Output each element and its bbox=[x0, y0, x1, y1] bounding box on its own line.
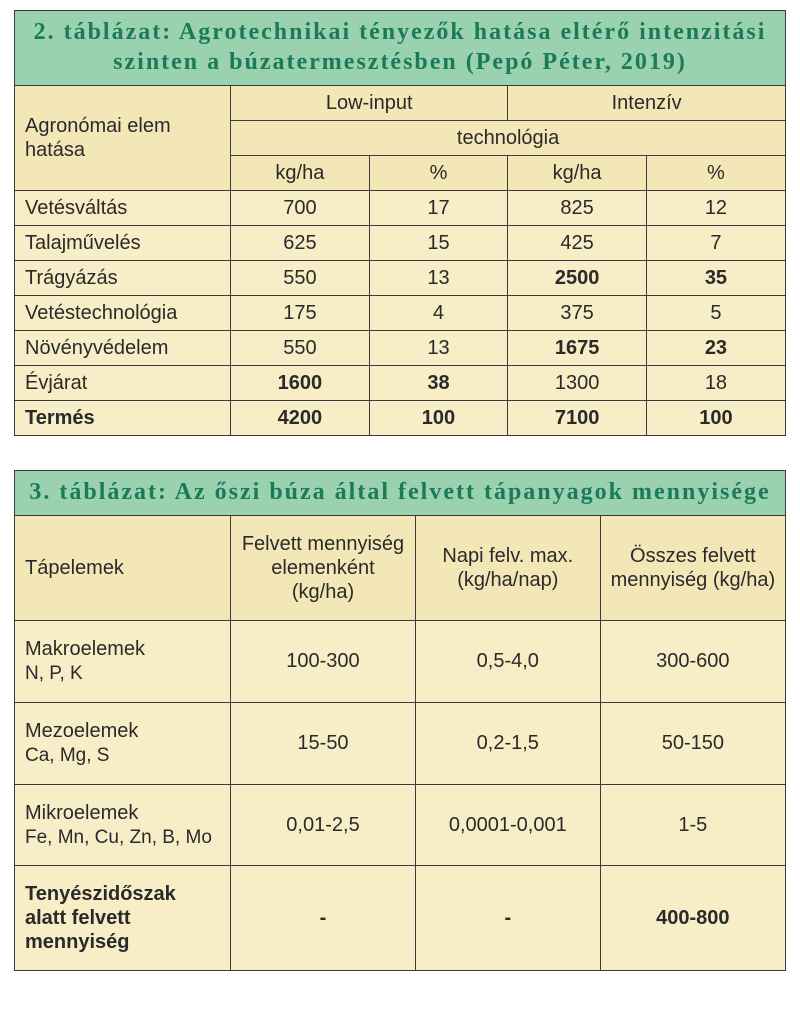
t3-r2-label: Mikroelemek Fe, Mn, Cu, Zn, B, Mo bbox=[15, 784, 231, 866]
t2-header-kgha-1: kg/ha bbox=[231, 156, 370, 191]
t3-r2-c3: 1-5 bbox=[600, 784, 785, 866]
t3-r0-c1: 100-300 bbox=[231, 621, 416, 703]
table-3-grid: Tápelemek Felvett mennyiség elemenként (… bbox=[15, 516, 785, 970]
t2-r0-li-pct: 17 bbox=[369, 191, 508, 226]
table-total-row: Tenyészidőszak alatt felvett mennyiség -… bbox=[15, 866, 785, 971]
t2-r2-label: Trágyázás bbox=[15, 261, 231, 296]
t3-total-label: Tenyészidőszak alatt felvett mennyiség bbox=[15, 866, 231, 971]
table-row: Mezoelemek Ca, Mg, S 15-50 0,2-1,5 50-15… bbox=[15, 702, 785, 784]
t2-r5-label: Évjárat bbox=[15, 366, 231, 401]
t2-r1-in-kg: 425 bbox=[508, 226, 647, 261]
table-3-title: 3. táblázat: Az őszi búza által felvett … bbox=[15, 471, 785, 516]
t2-header-technology: technológia bbox=[231, 121, 785, 156]
t2-r1-li-kg: 625 bbox=[231, 226, 370, 261]
t2-r1-in-pct: 7 bbox=[646, 226, 785, 261]
t2-r3-in-pct: 5 bbox=[646, 296, 785, 331]
t3-r1-label: Mezoelemek Ca, Mg, S bbox=[15, 702, 231, 784]
t2-r0-in-kg: 825 bbox=[508, 191, 647, 226]
table-row: Makroelemek N, P, K 100-300 0,5-4,0 300-… bbox=[15, 621, 785, 703]
t2-r5-in-pct: 18 bbox=[646, 366, 785, 401]
t2-r3-li-pct: 4 bbox=[369, 296, 508, 331]
t2-r4-in-pct: 23 bbox=[646, 331, 785, 366]
t2-r2-in-kg: 2500 bbox=[508, 261, 647, 296]
t2-r1-li-pct: 15 bbox=[369, 226, 508, 261]
t3-r0-label-sub: N, P, K bbox=[25, 663, 222, 686]
t2-r3-li-kg: 175 bbox=[231, 296, 370, 331]
t3-r1-c1: 15-50 bbox=[231, 702, 416, 784]
t3-r1-label-main: Mezoelemek bbox=[25, 720, 138, 742]
t3-r0-c3: 300-600 bbox=[600, 621, 785, 703]
t2-r0-li-kg: 700 bbox=[231, 191, 370, 226]
table-row: Vetésváltás 700 17 825 12 bbox=[15, 191, 785, 226]
t2-header-rowlabel: Agronómai elem hatása bbox=[15, 86, 231, 191]
table-row: Vetéstechnológia 175 4 375 5 bbox=[15, 296, 785, 331]
table-row: Mikroelemek Fe, Mn, Cu, Zn, B, Mo 0,01-2… bbox=[15, 784, 785, 866]
t2-total-in-kg: 7100 bbox=[508, 401, 647, 436]
t3-r0-label-main: Makroelemek bbox=[25, 638, 145, 660]
table-row: Évjárat 1600 38 1300 18 bbox=[15, 366, 785, 401]
t2-total-label: Termés bbox=[15, 401, 231, 436]
t2-r4-li-pct: 13 bbox=[369, 331, 508, 366]
t2-header-intensive: Intenzív bbox=[508, 86, 785, 121]
table-row: Talajművelés 625 15 425 7 bbox=[15, 226, 785, 261]
t3-header-total: Összes felvett mennyiség (kg/ha) bbox=[600, 516, 785, 621]
t2-r4-label: Növényvédelem bbox=[15, 331, 231, 366]
t2-r5-li-pct: 38 bbox=[369, 366, 508, 401]
t2-r2-li-pct: 13 bbox=[369, 261, 508, 296]
t2-total-in-pct: 100 bbox=[646, 401, 785, 436]
t2-r4-li-kg: 550 bbox=[231, 331, 370, 366]
t3-r2-c2: 0,0001-0,001 bbox=[415, 784, 600, 866]
table-row: Trágyázás 550 13 2500 35 bbox=[15, 261, 785, 296]
table-total-row: Termés 4200 100 7100 100 bbox=[15, 401, 785, 436]
t3-r0-c2: 0,5-4,0 bbox=[415, 621, 600, 703]
t2-r2-in-pct: 35 bbox=[646, 261, 785, 296]
t3-r1-c2: 0,2-1,5 bbox=[415, 702, 600, 784]
t3-r2-label-main: Mikroelemek bbox=[25, 802, 138, 824]
t3-r2-c1: 0,01-2,5 bbox=[231, 784, 416, 866]
table-3: 3. táblázat: Az őszi búza által felvett … bbox=[14, 470, 786, 971]
t2-total-li-pct: 100 bbox=[369, 401, 508, 436]
t2-header-pct-1: % bbox=[369, 156, 508, 191]
t3-header-daily-max: Napi felv. max. (kg/ha/nap) bbox=[415, 516, 600, 621]
table-row: Növényvédelem 550 13 1675 23 bbox=[15, 331, 785, 366]
t2-r1-label: Talajművelés bbox=[15, 226, 231, 261]
t2-header-pct-2: % bbox=[646, 156, 785, 191]
table-2-grid: Agronómai elem hatása Low-input Intenzív… bbox=[15, 86, 785, 435]
t2-header-kgha-2: kg/ha bbox=[508, 156, 647, 191]
t3-header-elements: Tápelemek bbox=[15, 516, 231, 621]
t3-total-c1: - bbox=[231, 866, 416, 971]
t3-r2-label-sub: Fe, Mn, Cu, Zn, B, Mo bbox=[25, 827, 222, 850]
t2-r0-label: Vetésváltás bbox=[15, 191, 231, 226]
t2-r0-in-pct: 12 bbox=[646, 191, 785, 226]
t3-r1-c3: 50-150 bbox=[600, 702, 785, 784]
t2-total-li-kg: 4200 bbox=[231, 401, 370, 436]
t2-r5-in-kg: 1300 bbox=[508, 366, 647, 401]
t3-r0-label: Makroelemek N, P, K bbox=[15, 621, 231, 703]
t3-header-per-element: Felvett mennyiség elemenként (kg/ha) bbox=[231, 516, 416, 621]
t2-r3-in-kg: 375 bbox=[508, 296, 647, 331]
t2-r3-label: Vetéstechnológia bbox=[15, 296, 231, 331]
t3-total-c3: 400-800 bbox=[600, 866, 785, 971]
t3-total-c2: - bbox=[415, 866, 600, 971]
t2-r2-li-kg: 550 bbox=[231, 261, 370, 296]
table-2: 2. táblázat: Agrotechnikai tényezők hatá… bbox=[14, 10, 786, 436]
t2-r5-li-kg: 1600 bbox=[231, 366, 370, 401]
t2-r4-in-kg: 1675 bbox=[508, 331, 647, 366]
t3-r1-label-sub: Ca, Mg, S bbox=[25, 745, 222, 768]
t2-header-lowinput: Low-input bbox=[231, 86, 508, 121]
table-2-title: 2. táblázat: Agrotechnikai tényezők hatá… bbox=[15, 11, 785, 86]
